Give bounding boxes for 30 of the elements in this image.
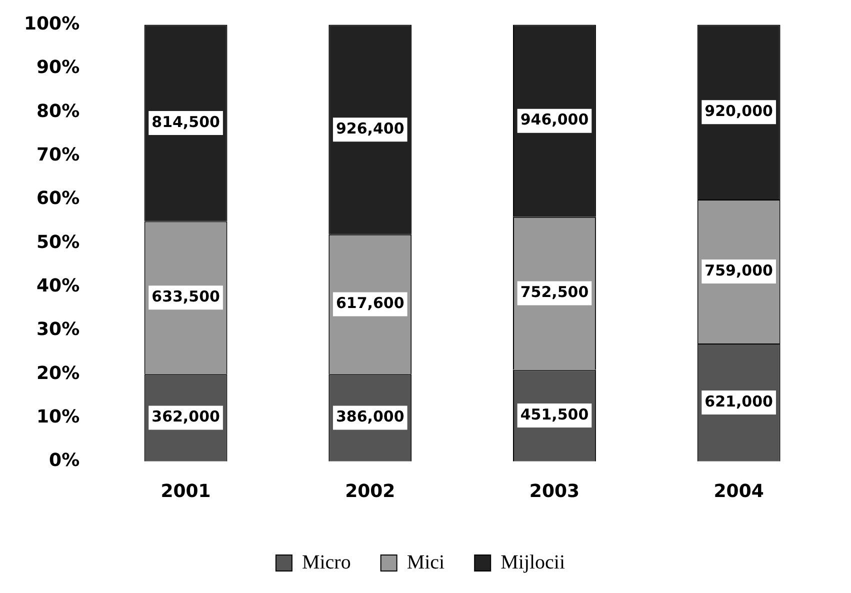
y-tick-label: 90%	[36, 57, 80, 78]
y-tick-label: 20%	[36, 362, 80, 384]
y-tick-label: 10%	[36, 406, 80, 428]
annotation: 926,400	[336, 119, 404, 138]
x-tick-label: 2003	[529, 480, 580, 502]
annotation: 362,000	[152, 408, 220, 426]
y-tick-label: 100%	[24, 13, 80, 34]
annotation: 946,000	[520, 110, 589, 129]
y-tick-label: 80%	[36, 100, 80, 122]
annotation: 752,500	[520, 283, 589, 302]
annotation: 617,600	[336, 294, 404, 312]
legend-label: Mici	[406, 551, 446, 574]
legend-label: Mijlocii	[500, 551, 566, 574]
y-tick-label: 30%	[36, 319, 80, 340]
annotation: 759,000	[704, 261, 773, 280]
legend-label: Micro	[302, 551, 351, 574]
x-tick-label: 2001	[160, 480, 211, 502]
y-tick-label: 70%	[36, 144, 80, 166]
annotation: 621,000	[704, 392, 773, 410]
annotation: 814,500	[152, 112, 220, 131]
x-tick-label: 2002	[345, 480, 396, 502]
annotation: 451,500	[520, 405, 589, 424]
y-tick-label: 0%	[49, 450, 80, 472]
annotation: 633,500	[152, 288, 220, 306]
y-tick-label: 50%	[36, 232, 80, 253]
annotation: 920,000	[704, 102, 773, 120]
y-tick-label: 40%	[36, 275, 80, 296]
annotation: 386,000	[336, 408, 404, 426]
x-tick-label: 2004	[714, 480, 764, 502]
y-tick-label: 60%	[36, 188, 80, 210]
